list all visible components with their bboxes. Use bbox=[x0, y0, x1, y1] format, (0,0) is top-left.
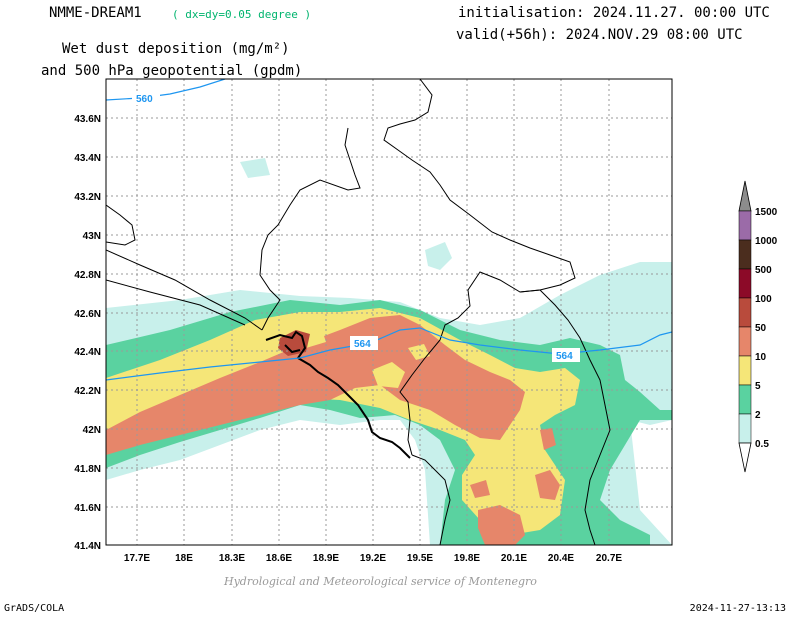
colorbar-swatch bbox=[738, 413, 752, 444]
deposition-patch-10-a bbox=[478, 505, 525, 545]
country-borders bbox=[106, 79, 611, 545]
lon-label: 19.8E bbox=[454, 553, 480, 564]
lon-label: 18E bbox=[175, 553, 193, 564]
colorbar-swatch bbox=[738, 355, 752, 386]
lon-label: 18.6E bbox=[266, 553, 292, 564]
longitude-labels: 17.7E 18E 18.3E 18.6E 18.9E 19.2E 19.5E … bbox=[124, 553, 622, 564]
deposition-patch-10-d bbox=[540, 428, 556, 450]
lon-label: 19.2E bbox=[360, 553, 386, 564]
lat-label: 42N bbox=[83, 425, 101, 436]
lat-label: 43.2N bbox=[74, 192, 101, 203]
colorbar-swatch bbox=[738, 384, 752, 415]
colorbar-label: 100 bbox=[755, 294, 772, 305]
contour-label-564-bg-b bbox=[552, 348, 580, 362]
colorbar-label: 500 bbox=[755, 265, 772, 276]
lat-label: 43.6N bbox=[74, 114, 101, 125]
valid-time: valid(+56h): 2024.NOV.29 08:00 UTC bbox=[456, 27, 743, 43]
colorbar-swatch bbox=[738, 268, 752, 299]
colorbar-label: 2 bbox=[755, 410, 761, 421]
contour-label-564-b: 564 bbox=[556, 351, 573, 362]
colorbar-swatch bbox=[738, 326, 752, 357]
lon-label: 18.3E bbox=[219, 553, 245, 564]
map-title-line1: Wet dust deposition (mg/m²) bbox=[62, 41, 290, 57]
software-credit: GrADS/COLA bbox=[4, 603, 65, 614]
colorbar-label: 5 bbox=[755, 381, 761, 392]
geopotential-contours bbox=[106, 79, 672, 381]
lat-label: 41.4N bbox=[74, 541, 101, 552]
colorbar-label: 10 bbox=[755, 352, 767, 363]
lon-label: 20.7E bbox=[596, 553, 622, 564]
lon-label: 20.1E bbox=[501, 553, 527, 564]
contour-label-560: 560 bbox=[136, 94, 153, 105]
deposition-patch-0.5-a bbox=[425, 242, 452, 270]
initialisation-time: initialisation: 2024.11.27. 00:00 UTC bbox=[458, 5, 770, 21]
lat-label: 43N bbox=[83, 231, 101, 242]
map-frame bbox=[105, 78, 673, 546]
credit-line: Hydrological and Meteorological service … bbox=[224, 575, 537, 588]
colorbar-swatch bbox=[738, 297, 752, 328]
lat-label: 43.4N bbox=[74, 153, 101, 164]
contour-label-560-bg bbox=[132, 91, 160, 105]
lon-label: 20.4E bbox=[548, 553, 574, 564]
lat-label: 42.8N bbox=[74, 270, 101, 281]
lat-label: 42.2N bbox=[74, 386, 101, 397]
deposition-patch-0.5-b bbox=[240, 158, 270, 178]
deposition-field bbox=[106, 158, 672, 545]
contour-label-564-bg-a bbox=[350, 336, 378, 350]
colorbar-label: 50 bbox=[755, 323, 767, 334]
lon-label: 18.9E bbox=[313, 553, 339, 564]
lat-label: 41.6N bbox=[74, 503, 101, 514]
colorbar-top-arrow bbox=[738, 180, 752, 212]
colorbar-swatch bbox=[738, 239, 752, 270]
colorbar-swatch bbox=[738, 210, 752, 241]
colorbar-legend: 1500 1000 500 100 50 10 5 2 0.5 bbox=[738, 180, 778, 473]
coastline bbox=[265, 330, 411, 459]
colorbar-label: 1000 bbox=[755, 236, 778, 247]
map-title-line2: and 500 hPa geopotential (gpdm) bbox=[41, 63, 303, 79]
deposition-patch-10-b bbox=[470, 480, 490, 498]
lat-label: 42.6N bbox=[74, 309, 101, 320]
latitude-labels: 43.6N 43.4N 43.2N 43N 42.8N 42.6N 42.4N … bbox=[74, 114, 101, 552]
colorbar-label: 0.5 bbox=[755, 439, 769, 450]
model-name: NMME-DREAM1 bbox=[49, 5, 142, 21]
deposition-island-5-b bbox=[408, 344, 430, 360]
generation-timestamp: 2024-11-27-13:13 bbox=[689, 603, 786, 614]
deposition-island-5-a bbox=[372, 362, 405, 388]
model-resolution: ( dx=dy=0.05 degree ) bbox=[172, 8, 312, 21]
deposition-patch-10-c bbox=[535, 470, 560, 500]
contour-label-564-a: 564 bbox=[354, 339, 371, 350]
lat-label: 41.8N bbox=[74, 464, 101, 475]
colorbar-label: 1500 bbox=[755, 207, 778, 218]
colorbar-bottom-arrow bbox=[738, 442, 752, 473]
lat-label: 42.4N bbox=[74, 347, 101, 358]
lon-label: 19.5E bbox=[407, 553, 433, 564]
lon-label: 17.7E bbox=[124, 553, 150, 564]
